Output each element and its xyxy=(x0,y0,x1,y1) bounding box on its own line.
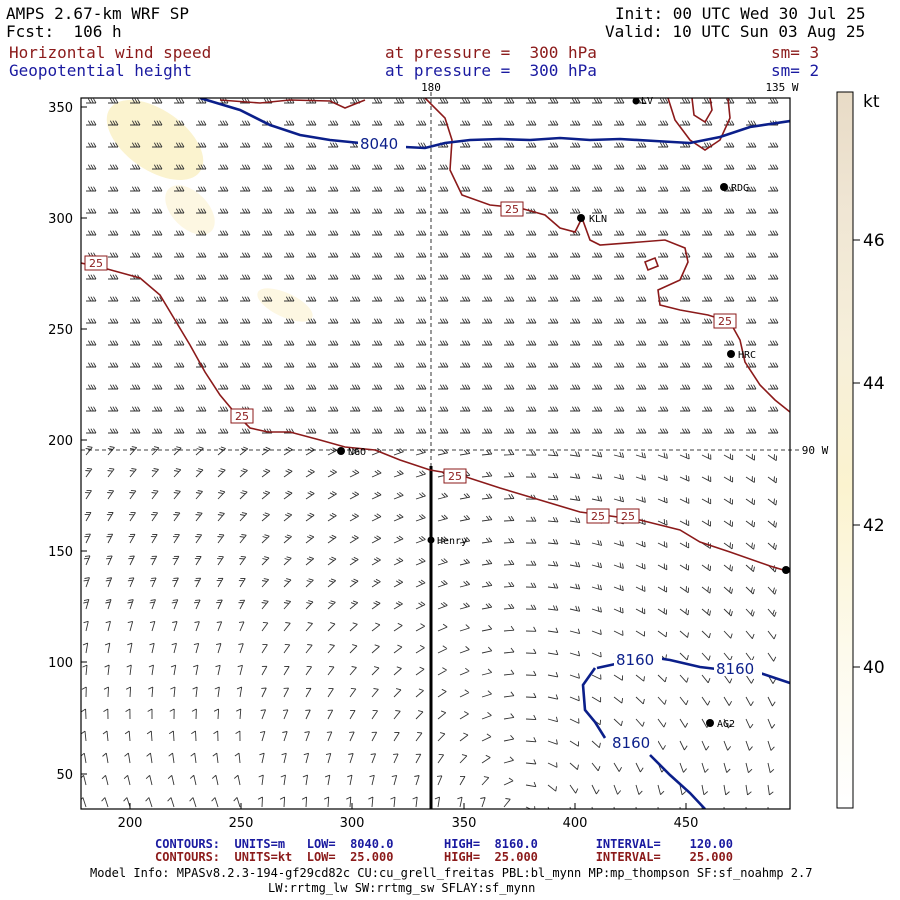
pressure-level-1: at pressure = 300 hPa xyxy=(385,43,597,62)
speed-label: 25 xyxy=(505,203,519,216)
meridian-label-180: 180 xyxy=(421,81,441,94)
y-tick-label: 250 xyxy=(48,323,73,338)
model-info-line1: Model Info: MPASv8.2.3-194-gf29cd82c CU:… xyxy=(90,866,813,880)
station-marker xyxy=(427,536,435,544)
valid-time: Valid: 10 UTC Sun 03 Aug 25 xyxy=(605,22,866,41)
wind-speed-shading xyxy=(106,100,313,322)
y-tick-label: 100 xyxy=(48,656,73,671)
height-contours xyxy=(199,98,790,809)
speed-label: 25 xyxy=(591,510,605,523)
model-title: AMPS 2.67-km WRF SP xyxy=(6,4,190,23)
model-info-line2: LW:rrtmg_lw SW:rrtmg_sw SFLAY:sf_mynn xyxy=(268,881,536,895)
speed-contour-labels: 25 25 25 25 25 25 25 xyxy=(84,201,737,524)
station-label: KLN xyxy=(589,214,607,225)
y-tick-label: 50 xyxy=(56,768,73,783)
colorbar: kt 40 42 44 46 xyxy=(836,91,885,809)
height-label: 8160 xyxy=(616,651,654,669)
speed-label: 25 xyxy=(621,510,635,523)
speed-label: 25 xyxy=(89,257,103,270)
height-label: 8040 xyxy=(360,135,398,153)
field-wind-speed: Horizontal wind speed xyxy=(9,43,212,62)
meridian-labels: 180 135 W 90 W xyxy=(421,81,829,457)
speed-label: 25 xyxy=(235,410,249,423)
station-label: LV xyxy=(641,96,653,107)
x-tick-label: 400 xyxy=(563,816,588,831)
smoothing-2: sm= 2 xyxy=(771,61,820,80)
contours-speed-info: CONTOURS: UNITS=kt LOW= 25.000 HIGH= 25.… xyxy=(155,850,733,864)
station-label: Henry xyxy=(437,536,467,547)
y-tick-label: 300 xyxy=(48,212,73,227)
station-marker xyxy=(706,719,714,727)
smoothing-1: sm= 3 xyxy=(771,43,820,62)
axis-ticks xyxy=(81,106,687,809)
y-tick-labels: 50 100 150 200 250 300 350 xyxy=(48,101,73,783)
colorbar-label: 42 xyxy=(863,516,885,536)
colorbar-ramp xyxy=(836,91,854,809)
y-tick-label: 150 xyxy=(48,545,73,560)
x-tick-label: 300 xyxy=(340,816,365,831)
station-label: AG2 xyxy=(717,719,735,730)
colorbar-unit: kt xyxy=(863,92,880,112)
station-marker-edge xyxy=(782,566,790,574)
x-tick-label: 450 xyxy=(674,816,699,831)
station-label: NGO xyxy=(348,447,366,458)
x-tick-label: 250 xyxy=(229,816,254,831)
station-marker xyxy=(337,447,345,455)
height-label: 8160 xyxy=(716,660,754,678)
station-label: HRC xyxy=(738,350,756,361)
wind-barbs xyxy=(81,98,779,809)
y-tick-label: 200 xyxy=(48,434,73,449)
station-marker xyxy=(632,97,640,105)
speed-contours xyxy=(81,98,790,573)
speed-label: 25 xyxy=(448,470,462,483)
stations: NGO KLN RDG HRC Henry AG2 LV xyxy=(337,96,790,730)
station-label: RDG xyxy=(731,183,749,194)
x-tick-label: 200 xyxy=(118,816,143,831)
height-label: 8160 xyxy=(612,734,650,752)
meridian-label-90w: 90 W xyxy=(802,444,829,457)
x-tick-labels: 200 250 300 350 400 450 xyxy=(118,816,699,831)
station-marker xyxy=(577,214,585,222)
y-tick-label: 350 xyxy=(48,101,73,116)
init-time: Init: 00 UTC Wed 30 Jul 25 xyxy=(615,4,866,23)
station-marker xyxy=(727,350,735,358)
plot-frame xyxy=(80,97,791,810)
forecast-hour: Fcst: 106 h xyxy=(6,22,122,41)
colorbar-label: 40 xyxy=(863,658,885,678)
contours-height-info: CONTOURS: UNITS=m LOW= 8040.0 HIGH= 8160… xyxy=(155,837,733,851)
wind-barb-field xyxy=(81,98,779,809)
colorbar-label: 46 xyxy=(863,231,885,251)
x-tick-label: 350 xyxy=(452,816,477,831)
field-geopotential: Geopotential height xyxy=(9,61,193,80)
pressure-level-2: at pressure = 300 hPa xyxy=(385,61,597,80)
colorbar-label: 44 xyxy=(863,374,885,394)
height-contour-labels: 8040 8160 8160 8160 xyxy=(358,135,762,752)
speed-label: 25 xyxy=(718,315,732,328)
station-marker xyxy=(720,183,728,191)
meridian-label-135w: 135 W xyxy=(765,81,798,94)
